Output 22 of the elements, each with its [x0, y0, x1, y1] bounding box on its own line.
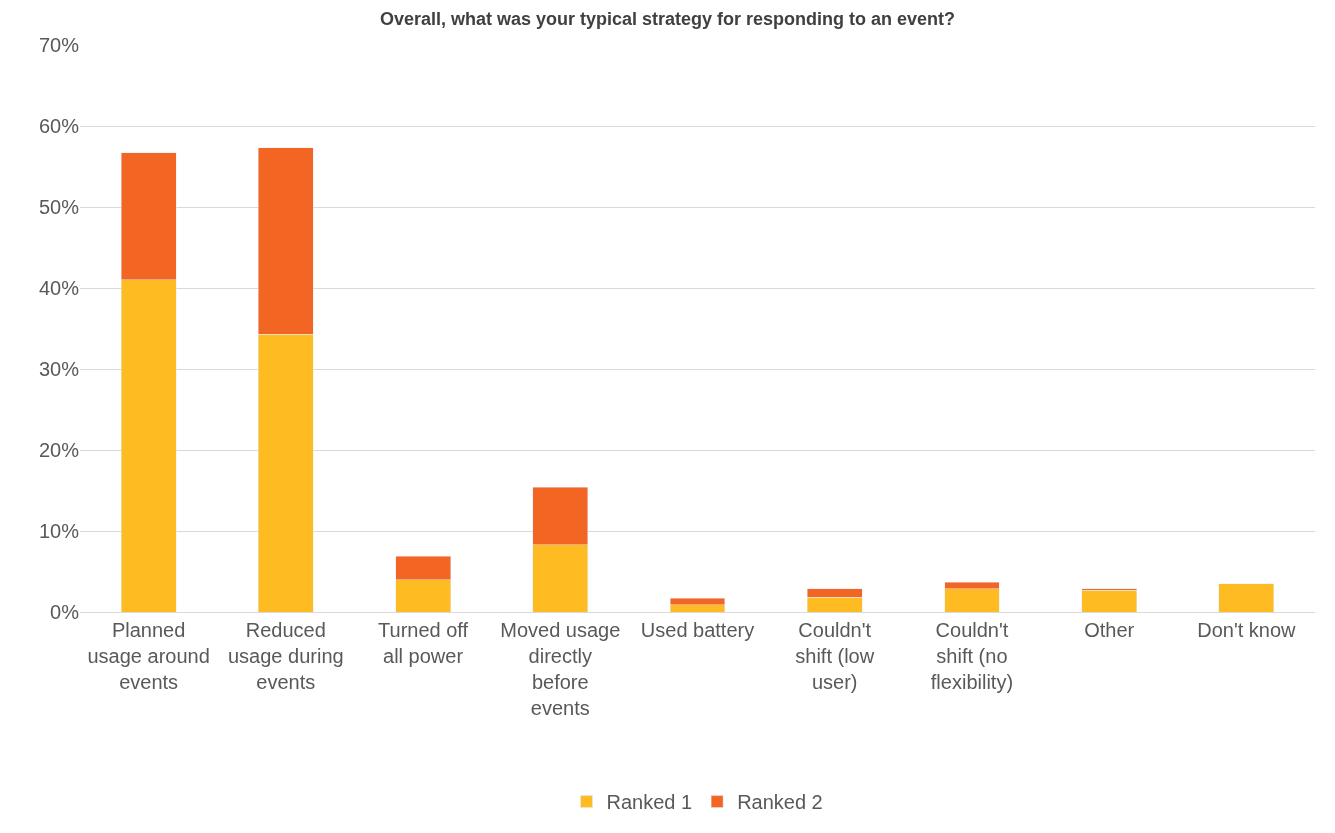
legend-label: Ranked 2: [737, 791, 823, 814]
x-tick-label: Planned usage around events: [87, 619, 210, 693]
x-tick-label: Reduced usage during events: [228, 619, 344, 693]
bar: [1081, 589, 1137, 612]
y-tick-label: 50%: [38, 196, 80, 218]
y-tick-label: 40%: [38, 277, 80, 299]
x-tick-label: Couldn't shift (low user): [795, 619, 875, 693]
y-tick-label: 60%: [38, 115, 80, 137]
y-tick-label: 10%: [38, 520, 80, 542]
y-tick-label: 30%: [38, 358, 80, 380]
x-tick-label: Other: [1084, 619, 1135, 641]
bar: [1218, 583, 1275, 612]
x-tick-label: Don't know: [1197, 619, 1297, 641]
x-tick-label: Moved usage directly before events: [500, 619, 621, 719]
x-tick-label: Couldn't shift (no flexibility): [930, 619, 1014, 693]
x-tick-label: Used battery: [640, 619, 755, 641]
x-tick-label: Turned off all power: [378, 619, 469, 667]
y-tick-label: 20%: [38, 439, 80, 461]
legend-label: Ranked 1: [606, 791, 693, 814]
y-tick-label: 0%: [50, 601, 80, 623]
chart-title: Overall, what was your typical strategy for responding to an event?: [379, 9, 956, 30]
y-tick-label: 70%: [38, 34, 80, 56]
